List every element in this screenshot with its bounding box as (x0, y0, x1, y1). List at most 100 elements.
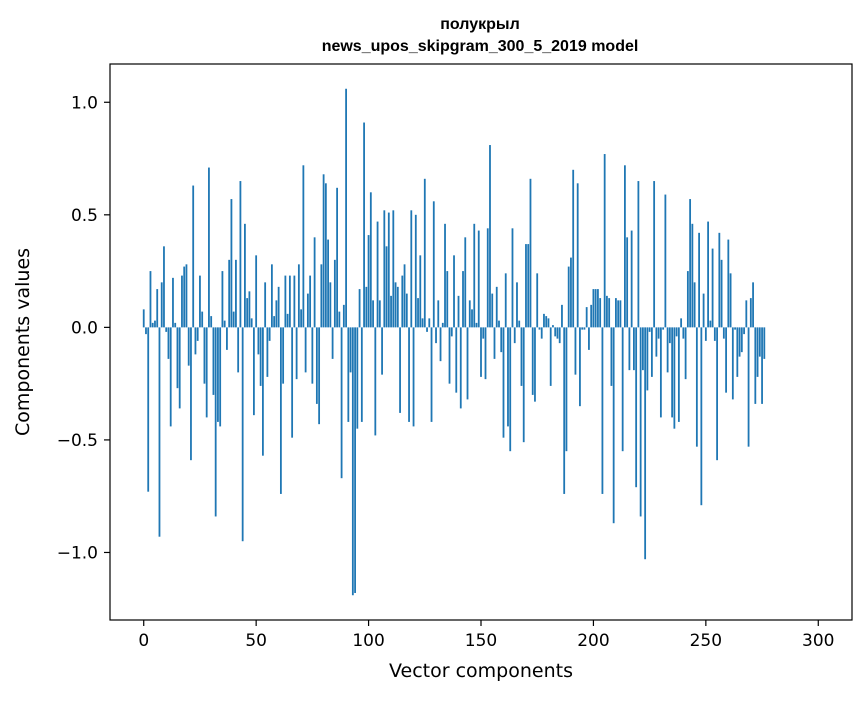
bar-249 (702, 293, 705, 328)
bar-265 (738, 327, 741, 357)
bar-155 (491, 293, 494, 328)
bar-37 (226, 327, 228, 350)
bar-260 (727, 239, 730, 328)
bar-189 (567, 266, 570, 328)
bar-95 (356, 327, 359, 429)
bar-61 (279, 327, 282, 494)
bar-44 (241, 327, 244, 542)
bar-9 (163, 246, 165, 328)
bar-242 (686, 271, 689, 328)
bar-199 (590, 304, 593, 328)
bar-164 (511, 228, 514, 328)
bar-5 (154, 320, 156, 328)
bar-133 (441, 322, 444, 328)
bar-232 (664, 194, 667, 328)
bar-84 (331, 327, 334, 359)
bar-202 (597, 289, 599, 328)
bar-227 (653, 181, 656, 328)
bar-97 (360, 327, 363, 422)
bar-234 (668, 327, 671, 344)
bar-27 (203, 327, 206, 384)
bar-85 (333, 259, 336, 328)
bar-56 (268, 327, 271, 341)
bar-105 (378, 300, 381, 328)
bar-193 (576, 183, 579, 328)
bar-88 (340, 327, 343, 479)
bar-13 (172, 277, 174, 328)
bar-185 (558, 327, 561, 344)
bar-210 (615, 298, 617, 328)
bar-20 (187, 327, 190, 366)
bar-188 (565, 327, 568, 452)
x-axis-label: Vector components (389, 660, 573, 682)
bar-114 (399, 327, 401, 413)
bar-159 (500, 327, 503, 353)
bar-70 (300, 309, 303, 328)
bar-235 (671, 327, 674, 418)
bar-190 (570, 257, 572, 328)
bar-139 (455, 327, 458, 393)
bar-173 (531, 327, 534, 395)
bar-118 (408, 327, 410, 422)
bar-238 (677, 327, 680, 422)
bar-206 (606, 295, 608, 328)
bar-218 (633, 327, 635, 371)
bar-55 (266, 327, 269, 377)
bar-192 (574, 327, 577, 375)
bar-216 (628, 327, 631, 371)
bar-14 (174, 322, 177, 328)
bar-116 (403, 264, 406, 328)
bar-19 (185, 264, 188, 328)
bar-143 (464, 237, 467, 328)
bar-68 (295, 327, 298, 380)
bar-187 (563, 327, 566, 494)
bar-267 (743, 327, 745, 335)
bar-207 (608, 298, 611, 328)
bar-253 (711, 248, 714, 328)
bar-169 (522, 327, 525, 443)
chart-subtitle: news_upos_skipgram_300_5_2019 model (322, 38, 639, 55)
bar-209 (612, 327, 615, 524)
bar-239 (680, 318, 683, 328)
bar-109 (387, 212, 390, 328)
bar-272 (754, 327, 757, 404)
bar-21 (190, 327, 192, 461)
bar-31 (212, 327, 215, 395)
bar-196 (583, 327, 586, 330)
bar-166 (516, 282, 518, 328)
x-tick-label: 50 (245, 631, 267, 651)
bar-57 (270, 264, 273, 328)
bar-124 (421, 318, 424, 328)
bar-100 (367, 235, 370, 328)
bar-140 (457, 295, 460, 328)
bar-201 (594, 289, 597, 328)
bar-111 (392, 210, 395, 328)
bar-274 (758, 327, 761, 357)
bar-158 (498, 320, 500, 328)
bar-226 (650, 327, 653, 377)
bar-259 (725, 327, 727, 393)
bar-79 (320, 264, 323, 328)
bar-256 (718, 232, 721, 328)
bar-197 (585, 307, 588, 328)
bar-208 (610, 327, 613, 386)
bar-91 (347, 327, 350, 422)
bar-131 (437, 300, 440, 328)
bar-32 (214, 327, 217, 517)
bar-99 (365, 286, 368, 328)
x-tick-label: 150 (465, 631, 497, 651)
bar-204 (601, 327, 604, 494)
bar-98 (363, 122, 365, 328)
bar-240 (682, 327, 685, 339)
bar-8 (160, 282, 163, 328)
bar-54 (264, 282, 267, 328)
bar-42 (237, 327, 240, 373)
bar-22 (192, 185, 195, 328)
bar-63 (284, 275, 287, 328)
bar-46 (246, 298, 249, 328)
bar-251 (707, 221, 709, 328)
bar-18 (183, 266, 186, 328)
bar-25 (199, 275, 201, 328)
